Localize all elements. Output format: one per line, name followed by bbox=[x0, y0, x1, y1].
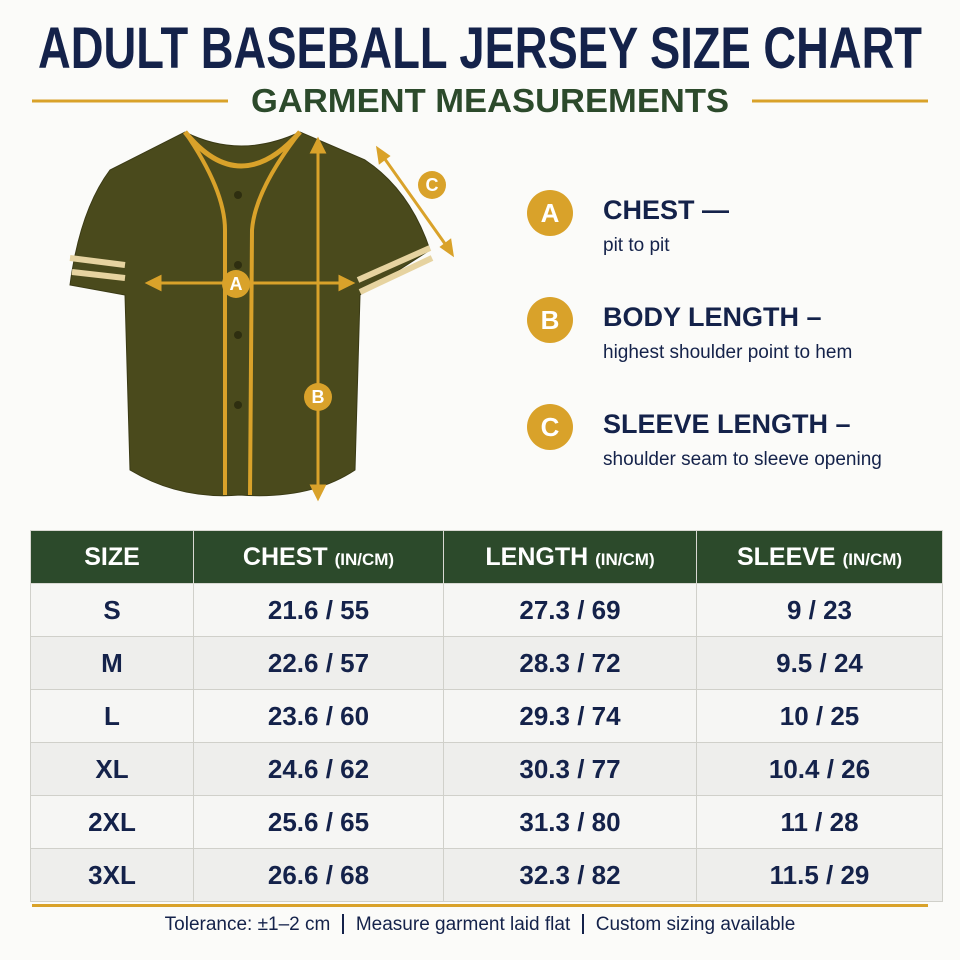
table-row: L 23.6 / 60 29.3 / 74 10 / 25 bbox=[30, 689, 943, 743]
table-cell: 27.3 / 69 bbox=[443, 583, 697, 637]
rule bbox=[32, 904, 928, 907]
legend-letter: C bbox=[527, 404, 573, 450]
legend-description: highest shoulder point to hem bbox=[603, 342, 853, 363]
table-row: S 21.6 / 55 27.3 / 69 9 / 23 bbox=[30, 583, 943, 637]
footer-note: Custom sizing available bbox=[595, 914, 796, 935]
jersey bbox=[69, 130, 434, 497]
footer: Tolerance: ±1–2 cm Measure garment laid f… bbox=[0, 914, 960, 936]
legend-title: CHEST — bbox=[603, 195, 730, 225]
column-label: SLEEVE bbox=[736, 542, 836, 571]
label-circle bbox=[304, 383, 332, 411]
table-cell: 9.5 / 24 bbox=[696, 636, 943, 690]
column-label: CHEST bbox=[242, 542, 328, 571]
subtitle: GARMENT MEASUREMENTS bbox=[251, 82, 729, 119]
table-cell: 9 / 23 bbox=[696, 583, 943, 637]
column-header: CHEST (IN/CM) bbox=[193, 530, 444, 584]
table-cell: XL bbox=[30, 742, 194, 796]
table-cell: 25.6 / 65 bbox=[193, 795, 444, 849]
footer-note: Tolerance: ±1–2 cm bbox=[164, 914, 331, 935]
legend-title: SLEEVE LENGTH – bbox=[603, 409, 851, 439]
column-unit: (IN/CM) bbox=[842, 549, 903, 569]
table-cell: 21.6 / 55 bbox=[193, 583, 444, 637]
table-cell: 23.6 / 60 bbox=[193, 689, 444, 743]
label-circle bbox=[222, 270, 250, 298]
table-cell: 30.3 / 77 bbox=[443, 742, 697, 796]
header-and-diagram: ADULT BASEBALL JERSEY SIZE CHART GARMENT… bbox=[32, 16, 928, 502]
table-cell: 11.5 / 29 bbox=[696, 848, 943, 902]
column-label: SIZE bbox=[84, 542, 140, 571]
legend-letter: B bbox=[527, 297, 573, 343]
label-circle bbox=[418, 171, 446, 199]
size-table: SIZE CHEST (IN/CM) LENGTH (IN/CM) SLEEVE (I… bbox=[30, 530, 943, 902]
table-cell: L bbox=[30, 689, 194, 743]
measure-arrows bbox=[144, 136, 455, 502]
column-unit: (IN/CM) bbox=[595, 549, 655, 569]
legend-description: pit to pit bbox=[603, 235, 670, 256]
table-row: 2XL 25.6 / 65 31.3 / 80 11 / 28 bbox=[30, 795, 943, 849]
title: ADULT BASEBALL JERSEY SIZE CHART bbox=[38, 16, 922, 81]
separator bbox=[342, 914, 344, 934]
table-cell: 3XL bbox=[30, 848, 194, 902]
legend-description: shoulder seam to sleeve opening bbox=[603, 449, 882, 470]
table-cell: 24.6 / 62 bbox=[193, 742, 444, 796]
footer-note: Measure garment laid flat bbox=[355, 914, 571, 935]
table-cell: 2XL bbox=[30, 795, 194, 849]
table-cell: 10.4 / 26 bbox=[696, 742, 943, 796]
legend-title: BODY LENGTH – bbox=[603, 302, 822, 332]
table-cell: 29.3 / 74 bbox=[443, 689, 697, 743]
legend-letter: A bbox=[527, 190, 573, 236]
table-row: XL 24.6 / 62 30.3 / 77 10.4 / 26 bbox=[30, 742, 943, 796]
table-cell: 31.3 / 80 bbox=[443, 795, 697, 849]
table-cell: S bbox=[30, 583, 194, 637]
table-cell: 22.6 / 57 bbox=[193, 636, 444, 690]
table-cell: M bbox=[30, 636, 194, 690]
table-cell: 10 / 25 bbox=[696, 689, 943, 743]
column-header: LENGTH (IN/CM) bbox=[443, 530, 697, 584]
separator bbox=[582, 914, 584, 934]
column-header: SIZE bbox=[30, 530, 194, 584]
table-cell: 32.3 / 82 bbox=[443, 848, 697, 902]
table-cell: 28.3 / 72 bbox=[443, 636, 697, 690]
diagram-label: A bbox=[230, 274, 243, 294]
table-row: 3XL 26.6 / 68 32.3 / 82 11.5 / 29 bbox=[30, 848, 943, 902]
column-label: LENGTH bbox=[485, 542, 589, 571]
column-header: SLEEVE (IN/CM) bbox=[696, 530, 943, 584]
diagram-label: B bbox=[312, 387, 325, 407]
table-cell: 26.6 / 68 bbox=[193, 848, 444, 902]
column-unit: (IN/CM) bbox=[334, 549, 395, 569]
table-row: M 22.6 / 57 28.3 / 72 9.5 / 24 bbox=[30, 636, 943, 690]
diagram-label: C bbox=[426, 175, 439, 195]
table-cell: 11 / 28 bbox=[696, 795, 943, 849]
